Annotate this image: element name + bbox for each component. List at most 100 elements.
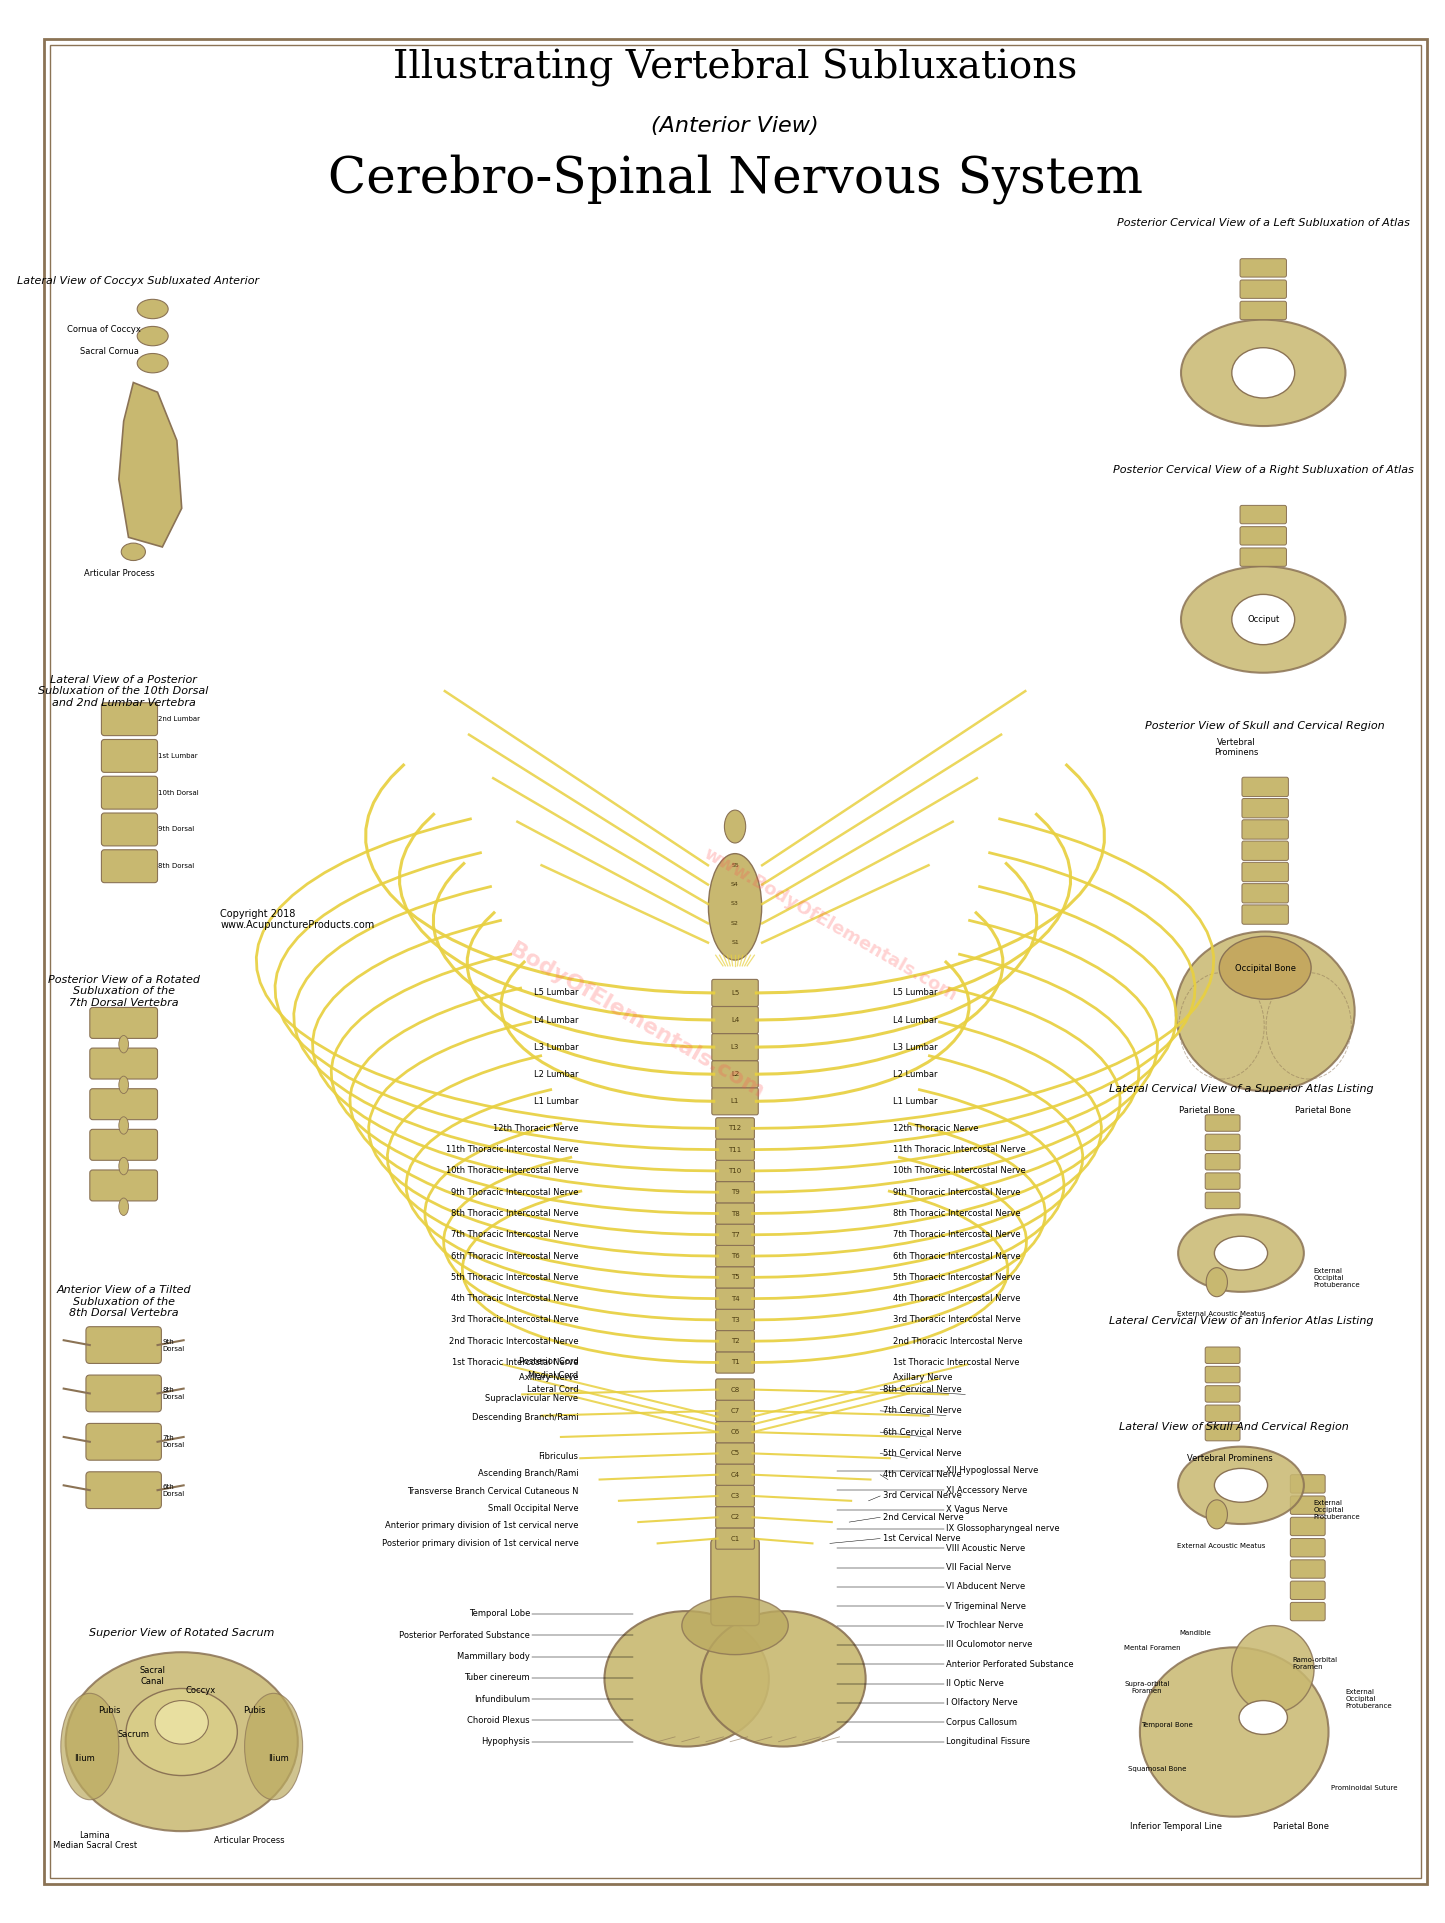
Text: Occiput: Occiput [1247, 615, 1279, 625]
FancyBboxPatch shape [715, 1160, 754, 1181]
Text: Descending Branch/Rami: Descending Branch/Rami [471, 1413, 578, 1421]
FancyBboxPatch shape [1240, 260, 1286, 277]
Text: Pubis: Pubis [98, 1706, 120, 1715]
Text: Mammillary body: Mammillary body [457, 1652, 530, 1661]
Text: Axillary Nerve: Axillary Nerve [519, 1373, 578, 1383]
Text: Posterior primary division of 1st cervical nerve: Posterior primary division of 1st cervic… [381, 1538, 578, 1548]
Text: Articular Process: Articular Process [84, 569, 155, 579]
Text: Anterior Perforated Substance: Anterior Perforated Substance [946, 1660, 1074, 1669]
Text: 5th Thoracic Intercostal Nerve: 5th Thoracic Intercostal Nerve [451, 1273, 578, 1283]
Text: 7th
Dorsal: 7th Dorsal [162, 1435, 185, 1448]
FancyBboxPatch shape [715, 1181, 754, 1204]
Text: Ilium: Ilium [75, 1754, 95, 1763]
Text: 1st Thoracic Intercostal Nerve: 1st Thoracic Intercostal Nerve [452, 1358, 578, 1367]
Text: T11: T11 [728, 1146, 741, 1152]
Text: Posterior Cervical View of a Left Subluxation of Atlas: Posterior Cervical View of a Left Sublux… [1117, 217, 1410, 229]
Ellipse shape [121, 542, 146, 560]
Text: 9th Thoracic Intercostal Nerve: 9th Thoracic Intercostal Nerve [893, 1188, 1020, 1196]
FancyBboxPatch shape [715, 1442, 754, 1463]
Text: Ilium: Ilium [269, 1754, 289, 1763]
Ellipse shape [1238, 1700, 1287, 1735]
Ellipse shape [118, 1077, 129, 1094]
Text: C3: C3 [730, 1492, 740, 1498]
FancyBboxPatch shape [1290, 1475, 1325, 1492]
Ellipse shape [61, 1694, 118, 1800]
Text: L1 Lumbar: L1 Lumbar [533, 1096, 578, 1106]
Text: T6: T6 [731, 1254, 740, 1260]
Text: 4th Thoracic Intercostal Nerve: 4th Thoracic Intercostal Nerve [893, 1294, 1020, 1304]
Text: Lamina: Lamina [79, 1831, 110, 1840]
Ellipse shape [1207, 1500, 1227, 1529]
Text: Sacrum: Sacrum [117, 1731, 149, 1738]
Text: L4 Lumbar: L4 Lumbar [533, 1015, 578, 1025]
Text: 1st Cervical Nerve: 1st Cervical Nerve [883, 1535, 961, 1542]
FancyBboxPatch shape [1290, 1602, 1325, 1621]
Text: (Anterior View): (Anterior View) [652, 115, 819, 137]
Text: L4 Lumbar: L4 Lumbar [893, 1015, 938, 1025]
Text: Lateral View of Skull And Cervical Region: Lateral View of Skull And Cervical Regio… [1120, 1423, 1350, 1433]
Text: S4: S4 [731, 883, 738, 887]
FancyBboxPatch shape [712, 1033, 759, 1061]
Text: L5: L5 [731, 990, 740, 996]
Ellipse shape [604, 1611, 769, 1746]
Text: I Olfactory Nerve: I Olfactory Nerve [946, 1698, 1017, 1708]
Text: L1 Lumbar: L1 Lumbar [893, 1096, 938, 1106]
FancyBboxPatch shape [101, 740, 158, 773]
FancyBboxPatch shape [715, 1400, 754, 1421]
Text: 2nd Lumbar: 2nd Lumbar [159, 715, 201, 723]
Text: Occipital Bone: Occipital Bone [1234, 963, 1296, 973]
Text: T12: T12 [728, 1125, 741, 1131]
FancyBboxPatch shape [1290, 1538, 1325, 1558]
Text: External Acoustic Meatus: External Acoustic Meatus [1178, 1311, 1266, 1317]
Text: Parietal Bone: Parietal Bone [1273, 1821, 1329, 1831]
Text: Ramo-orbital
Foramen: Ramo-orbital Foramen [1292, 1658, 1338, 1671]
FancyBboxPatch shape [1290, 1496, 1325, 1513]
Text: Illustrating Vertebral Subluxations: Illustrating Vertebral Subluxations [393, 50, 1077, 87]
Text: L4: L4 [731, 1017, 740, 1023]
Text: Medial Cord: Medial Cord [529, 1371, 578, 1381]
FancyBboxPatch shape [715, 1331, 754, 1352]
FancyBboxPatch shape [101, 702, 158, 737]
Text: Vertebral Prominens: Vertebral Prominens [1186, 1454, 1272, 1463]
FancyBboxPatch shape [90, 1008, 158, 1038]
Text: Vertebral
Prominens: Vertebral Prominens [1214, 738, 1259, 758]
Text: 8th
Dorsal: 8th Dorsal [162, 1386, 185, 1400]
Text: 8th Cervical Nerve: 8th Cervical Nerve [883, 1385, 962, 1394]
FancyBboxPatch shape [715, 1379, 754, 1400]
Ellipse shape [1178, 1446, 1303, 1525]
Text: Supra-orbital
Foramen: Supra-orbital Foramen [1124, 1681, 1170, 1694]
Ellipse shape [708, 854, 762, 960]
Ellipse shape [701, 1611, 866, 1746]
FancyBboxPatch shape [711, 1538, 759, 1625]
Text: Cerebro-Spinal Nervous System: Cerebro-Spinal Nervous System [328, 154, 1143, 204]
FancyBboxPatch shape [715, 1421, 754, 1442]
FancyBboxPatch shape [1205, 1406, 1240, 1421]
FancyBboxPatch shape [715, 1246, 754, 1267]
FancyBboxPatch shape [1241, 906, 1289, 925]
Ellipse shape [682, 1596, 789, 1654]
Text: III Oculomotor nerve: III Oculomotor nerve [946, 1640, 1032, 1650]
Text: Posterior Cervical View of a Right Subluxation of Atlas: Posterior Cervical View of a Right Sublu… [1113, 465, 1413, 475]
Ellipse shape [65, 1652, 298, 1831]
FancyBboxPatch shape [101, 850, 158, 883]
Ellipse shape [1214, 1236, 1267, 1269]
Text: II Optic Nerve: II Optic Nerve [946, 1679, 1004, 1688]
FancyBboxPatch shape [85, 1471, 162, 1508]
Text: 11th Thoracic Intercostal Nerve: 11th Thoracic Intercostal Nerve [445, 1146, 578, 1154]
Text: Fibriculus: Fibriculus [539, 1452, 578, 1461]
Text: 3rd Cervical Nerve: 3rd Cervical Nerve [883, 1492, 962, 1500]
Text: Mandible: Mandible [1179, 1631, 1211, 1636]
FancyBboxPatch shape [712, 979, 759, 1006]
Text: T1: T1 [731, 1360, 740, 1365]
FancyBboxPatch shape [715, 1352, 754, 1373]
FancyBboxPatch shape [1205, 1425, 1240, 1440]
Text: Infundibulum: Infundibulum [474, 1694, 530, 1704]
Text: 2nd Cervical Nerve: 2nd Cervical Nerve [883, 1513, 964, 1521]
Text: 5th Thoracic Intercostal Nerve: 5th Thoracic Intercostal Nerve [893, 1273, 1020, 1283]
Text: T10: T10 [728, 1167, 741, 1173]
Text: 8th Dorsal: 8th Dorsal [159, 863, 195, 869]
Text: Anterior View of a Tilted
Subluxation of the
8th Dorsal Vertebra: Anterior View of a Tilted Subluxation of… [56, 1285, 191, 1319]
Ellipse shape [1231, 1625, 1314, 1713]
Text: L3 Lumbar: L3 Lumbar [893, 1042, 938, 1052]
Text: VII Facial Nerve: VII Facial Nerve [946, 1563, 1011, 1573]
